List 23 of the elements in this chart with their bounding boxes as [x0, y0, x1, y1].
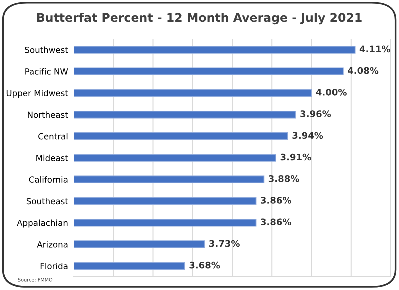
y-tick-label: California	[29, 176, 68, 183]
chart-title: Butterfat Percent - 12 Month Average - July 2021	[37, 13, 362, 25]
y-tick-label: Northeast	[28, 112, 68, 118]
data-label: 4.00%	[316, 88, 347, 96]
data-label: 3.73%	[210, 240, 240, 248]
data-label: 3.94%	[292, 132, 324, 140]
data-label: 3.68%	[190, 262, 220, 269]
y-tick-label: Arizona	[37, 241, 68, 248]
y-tick-label: Southwest	[25, 46, 68, 54]
data-label: 4.08%	[348, 67, 379, 74]
y-tick-label: Florida	[40, 262, 68, 270]
y-tick-label: Central	[38, 133, 68, 140]
y-tick-label: Appalachian	[17, 220, 68, 228]
data-label: 3.86%	[261, 218, 292, 226]
data-label: 3.88%	[268, 175, 300, 182]
y-tick-label: Upper Midwest	[6, 90, 68, 98]
y-tick-label: Pacific NW	[26, 68, 68, 75]
data-label: 3.96%	[300, 110, 332, 118]
y-tick-label: Mideast	[36, 154, 68, 162]
data-label: 4.11%	[360, 46, 391, 53]
y-tick-label: Southeast	[26, 198, 68, 205]
data-label: 3.91%	[280, 154, 312, 161]
data-label: 3.86%	[261, 197, 292, 204]
